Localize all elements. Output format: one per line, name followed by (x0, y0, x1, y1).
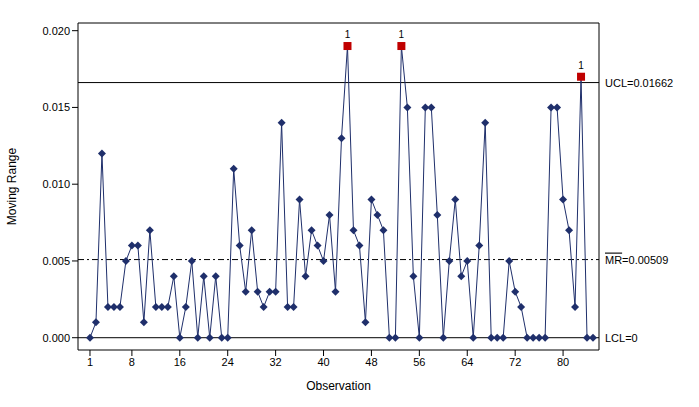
svg-text:56: 56 (413, 356, 425, 368)
svg-text:1: 1 (399, 29, 405, 40)
svg-text:1: 1 (87, 356, 93, 368)
svg-text:40: 40 (317, 356, 329, 368)
svg-text:48: 48 (365, 356, 377, 368)
svg-text:MR=0.00509: MR=0.00509 (605, 254, 668, 266)
svg-text:LCL=0: LCL=0 (605, 332, 638, 344)
svg-text:80: 80 (557, 356, 569, 368)
svg-text:0.010: 0.010 (42, 178, 70, 190)
svg-text:UCL=0.01662: UCL=0.01662 (605, 77, 673, 89)
svg-text:16: 16 (174, 356, 186, 368)
svg-text:24: 24 (222, 356, 234, 368)
svg-text:1: 1 (578, 60, 584, 71)
svg-text:64: 64 (461, 356, 473, 368)
svg-text:0.020: 0.020 (42, 25, 70, 37)
svg-text:32: 32 (269, 356, 281, 368)
svg-text:Moving Range: Moving Range (5, 147, 19, 225)
svg-text:Observation: Observation (306, 379, 371, 393)
svg-text:0.000: 0.000 (42, 332, 70, 344)
svg-text:1: 1 (345, 29, 351, 40)
svg-text:0.005: 0.005 (42, 255, 70, 267)
svg-text:72: 72 (509, 356, 521, 368)
svg-text:8: 8 (129, 356, 135, 368)
svg-text:0.015: 0.015 (42, 101, 70, 113)
